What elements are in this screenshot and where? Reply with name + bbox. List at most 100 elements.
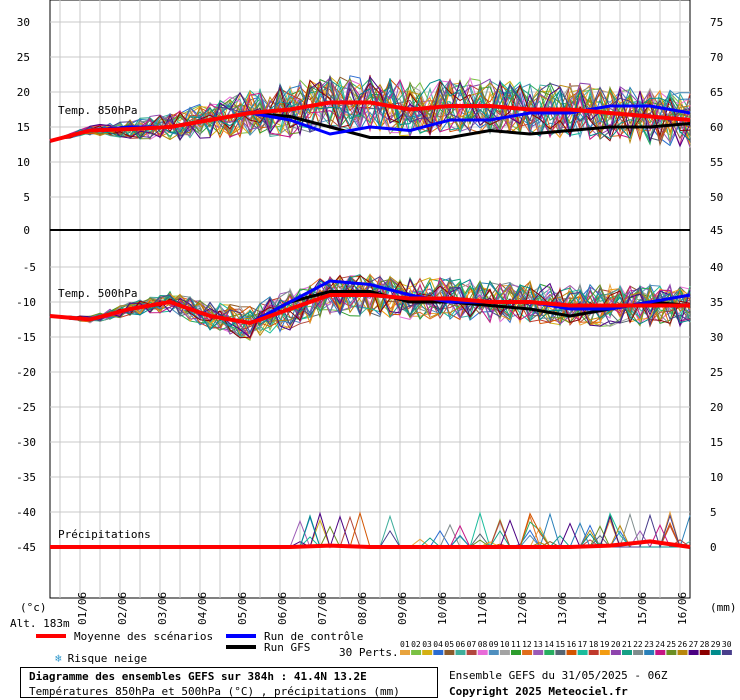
main-series (49, 100, 691, 549)
tick-500-right: 25 (710, 366, 723, 379)
panel-label-500: Temp. 500hPa (58, 287, 137, 300)
x-tick-label: 15/06 (636, 592, 649, 625)
pert-swatch (666, 650, 677, 655)
x-tick-label: 04/06 (196, 592, 209, 625)
pert-number: 19 (600, 640, 610, 649)
tick-500-left: -15 (16, 331, 36, 344)
tick-500-right: 15 (710, 436, 723, 449)
axes: 30252015105075706560555045-5-10-15-20-25… (10, 16, 737, 630)
series-precip-mean-line (50, 539, 691, 549)
x-tick-label: 08/06 (356, 592, 369, 625)
pert-swatch (544, 650, 555, 655)
snowflake-icon: ❄ (55, 652, 62, 665)
pert-line-850 (49, 78, 691, 142)
pert-number: 21 (622, 640, 632, 649)
pert-line-850 (49, 75, 691, 148)
tick-500-right: 35 (710, 296, 723, 309)
pert-number: 30 (722, 640, 732, 649)
pert-swatch (699, 650, 710, 655)
pert-number: 20 (611, 640, 621, 649)
tick-500-left: -10 (16, 296, 36, 309)
pert-number: 02 (411, 640, 421, 649)
pert-number: 03 (422, 640, 432, 649)
tick-850-right: 55 (710, 156, 723, 169)
pert-number: 25 (666, 640, 676, 649)
tick-500-left: -35 (16, 471, 36, 484)
tick-500-right: 40 (710, 261, 723, 274)
tick-500-left: -30 (16, 436, 36, 449)
pert-swatch (655, 650, 666, 655)
x-tick-label: 10/06 (436, 592, 449, 625)
legend-mean-label: Moyenne des scénarios (74, 630, 213, 643)
pert-swatch (433, 650, 444, 655)
tick-500-right: 30 (710, 331, 723, 344)
pert-swatch (710, 650, 721, 655)
pert-swatch (588, 650, 599, 655)
footer-title: Diagramme des ensembles GEFS sur 384h : … (29, 670, 367, 683)
pert-swatch (477, 650, 488, 655)
pert-swatch (488, 650, 499, 655)
pert-swatch (455, 650, 466, 655)
unit-left: (°c) (20, 601, 47, 614)
pert-swatch (677, 650, 688, 655)
series-850-mean-line (49, 100, 691, 143)
pert-number: 08 (478, 640, 488, 649)
pert-swatch (721, 650, 732, 655)
footer-box: Diagramme des ensembles GEFS sur 384h : … (20, 667, 438, 698)
pert-number: 15 (555, 640, 565, 649)
x-tick-label: 09/06 (396, 592, 409, 625)
pert-swatch (599, 650, 610, 655)
panel-label-precip: Précipitations (58, 528, 151, 541)
tick-850-right: 70 (710, 51, 723, 64)
tick-850-left: 0 (23, 224, 30, 237)
x-tick-label: 16/06 (676, 592, 689, 625)
pert-number: 05 (444, 640, 454, 649)
pert-number: 04 (433, 640, 443, 649)
tick-500-left: -40 (16, 506, 36, 519)
pert-number: 22 (633, 640, 643, 649)
pert-swatch (610, 650, 621, 655)
tick-850-right: 60 (710, 121, 723, 134)
pert-number: 10 (500, 640, 510, 649)
pert-swatch (555, 650, 566, 655)
run-info: Ensemble GEFS du 31/05/2025 - 06Z (449, 669, 668, 682)
pert-swatch (522, 650, 533, 655)
tick-850-left: 30 (17, 16, 30, 29)
pert-line-850 (49, 79, 691, 143)
pert-number: 18 (589, 640, 599, 649)
pert-number: 24 (655, 640, 665, 649)
tick-500-right: 5 (710, 506, 717, 519)
tick-500-right: 10 (710, 471, 723, 484)
pert-number: 13 (533, 640, 543, 649)
altitude-label: Alt. 183m (10, 617, 70, 630)
pert-swatch (633, 650, 644, 655)
legend-control-label: Run de contrôle (264, 630, 363, 643)
pert-swatch (411, 650, 422, 655)
pert-swatch (422, 650, 433, 655)
pert-number: 09 (489, 640, 499, 649)
pert-number: 23 (644, 640, 654, 649)
tick-500-right: 20 (710, 401, 723, 414)
pert-number: 17 (578, 640, 588, 649)
pert-number: 11 (511, 640, 521, 649)
pert-line-850 (49, 75, 691, 142)
x-tick-label: 14/06 (596, 592, 609, 625)
pert-swatch (511, 650, 521, 655)
tick-500-left: -5 (23, 261, 36, 274)
tick-850-right: 75 (710, 16, 723, 29)
legend-gfs-label: Run GFS (264, 641, 310, 654)
pert-number: 16 (567, 640, 577, 649)
unit-right: (mm) (710, 601, 737, 614)
tick-850-right: 50 (710, 191, 723, 204)
pert-swatch (444, 650, 455, 655)
pert-number: 06 (456, 640, 466, 649)
tick-850-left: 10 (17, 156, 30, 169)
legend-perts-label: 30 Perts. (339, 646, 399, 659)
pert-swatch (466, 650, 477, 655)
pert-number: 12 (522, 640, 532, 649)
legend: Moyenne des scénarios Run de contrôleRun … (36, 630, 732, 655)
series-500-mean-line (49, 293, 690, 325)
tick-500-left: -25 (16, 401, 36, 414)
pert-swatch (566, 650, 577, 655)
